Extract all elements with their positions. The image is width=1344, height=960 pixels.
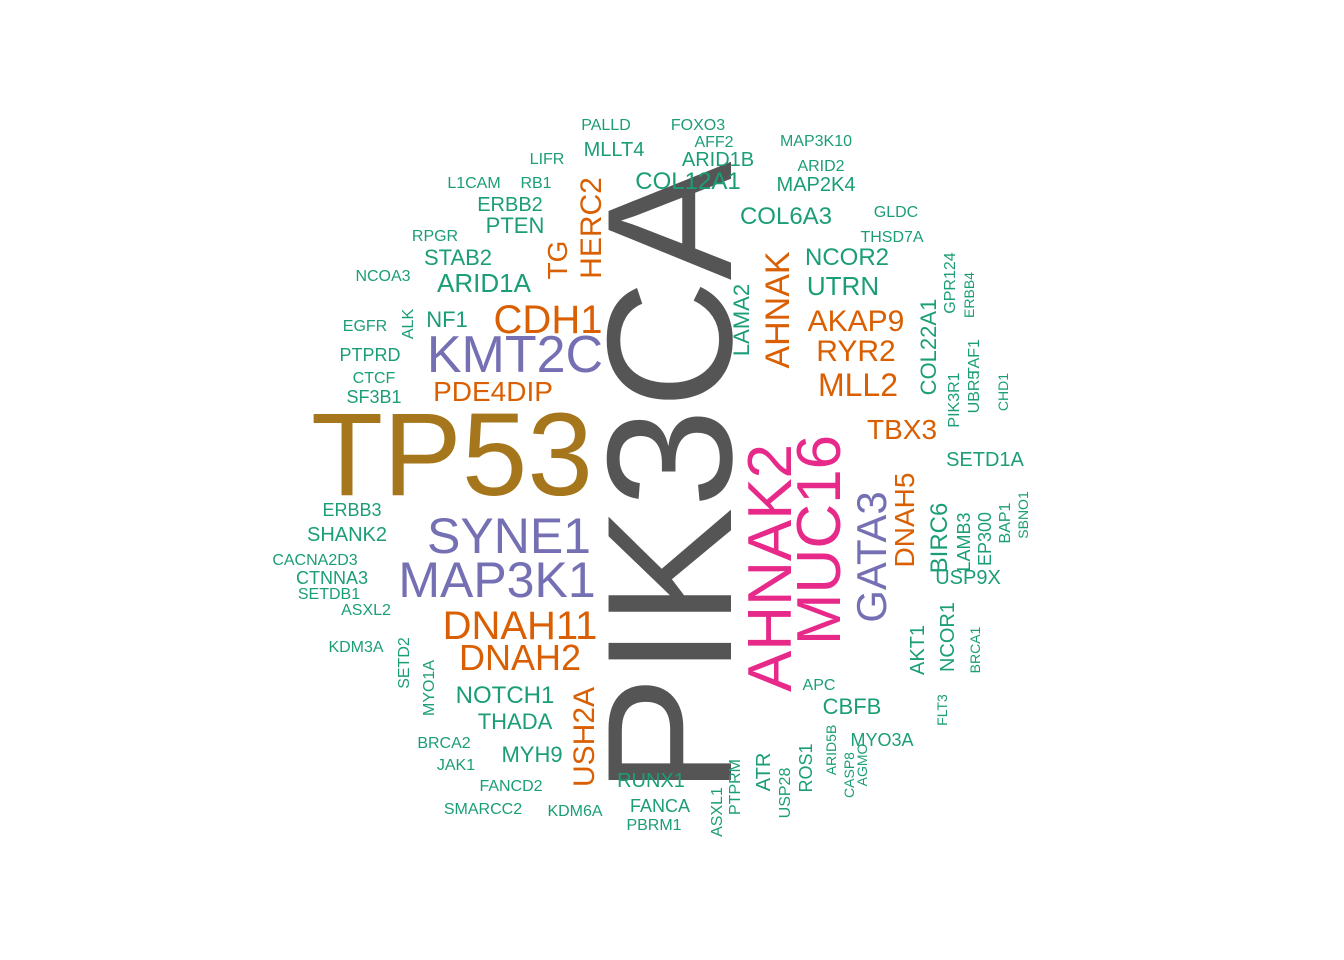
word-ncoa3: NCOA3 xyxy=(355,268,411,285)
word-flt3: FLT3 xyxy=(934,694,950,726)
word-col6a3: COL6A3 xyxy=(739,203,833,230)
word-setdb1: SETDB1 xyxy=(297,586,361,603)
word-taf1: TAF1 xyxy=(966,339,983,377)
word-cdh1: CDH1 xyxy=(493,298,603,342)
word-myo3a: MYO3A xyxy=(850,730,914,750)
word-birc6: BIRC6 xyxy=(926,502,953,574)
word-tg: TG xyxy=(542,240,573,280)
word-fanca: FANCA xyxy=(629,796,691,816)
word-map2k4: MAP2K4 xyxy=(776,174,856,196)
word-alk: ALK xyxy=(400,308,417,340)
word-ep300: EP300 xyxy=(975,511,995,567)
word-ncor1: NCOR1 xyxy=(937,601,959,673)
word-pde4dip: PDE4DIP xyxy=(433,376,553,407)
word-erbb3: ERBB3 xyxy=(322,500,382,520)
word-myh9: MYH9 xyxy=(501,742,563,767)
word-pbrm1: PBRM1 xyxy=(626,817,682,834)
word-muc16: MUC16 xyxy=(785,434,854,646)
word-egfr: EGFR xyxy=(342,318,388,335)
word-dnah5: DNAH5 xyxy=(889,472,920,568)
word-mllt4: MLLT4 xyxy=(583,139,645,161)
word-ahnak: AHNAK xyxy=(759,251,797,369)
word-apc: APC xyxy=(802,677,836,694)
word-erbb4: ERBB4 xyxy=(961,272,977,318)
word-col22a1: COL22A1 xyxy=(916,298,941,396)
word-nf1: NF1 xyxy=(426,307,468,332)
word-setd2: SETD2 xyxy=(396,637,413,689)
word-runx1: RUNX1 xyxy=(617,770,685,792)
word-ncor2: NCOR2 xyxy=(804,244,890,271)
word-syne1: SYNE1 xyxy=(427,508,591,564)
word-stab2: STAB2 xyxy=(423,245,493,270)
word-lamb3: LAMB3 xyxy=(954,512,974,572)
word-pik3r1: PIK3R1 xyxy=(946,372,963,428)
word-thada: THADA xyxy=(477,709,553,734)
word-arid1a: ARID1A xyxy=(437,268,531,298)
word-ptprd: PTPRD xyxy=(339,345,401,365)
word-pten: PTEN xyxy=(485,213,545,238)
word-jak1: JAK1 xyxy=(436,757,476,774)
word-shank2: SHANK2 xyxy=(306,524,388,546)
word-foxo3: FOXO3 xyxy=(670,117,726,134)
word-brca1: BRCA1 xyxy=(967,626,983,674)
word-cbfb: CBFB xyxy=(822,694,882,719)
word-cacna2d3: CACNA2D3 xyxy=(272,552,358,569)
word-utrn: UTRN xyxy=(806,271,880,301)
word-atr: ATR xyxy=(753,752,775,792)
word-usp28: USP28 xyxy=(777,767,794,819)
word-kdm6a: KDM6A xyxy=(547,803,603,820)
word-asxl1: ASXL1 xyxy=(709,787,726,837)
word-kmt2c: KMT2C xyxy=(426,326,604,384)
word-l1cam: L1CAM xyxy=(447,175,501,192)
word-arid2: ARID2 xyxy=(797,158,845,175)
word-usp9x: USP9X xyxy=(935,567,1001,589)
word-map3k1: MAP3K1 xyxy=(398,552,596,608)
word-smarcc2: SMARCC2 xyxy=(443,801,523,818)
word-ush2a: USH2A xyxy=(568,686,601,788)
word-ubr5: UBR5 xyxy=(966,370,983,414)
word-rb1: RB1 xyxy=(520,175,552,192)
word-mll2: MLL2 xyxy=(817,367,899,403)
word-ros1: ROS1 xyxy=(796,743,816,793)
word-gldc: GLDC xyxy=(873,204,919,221)
word-bap1: BAP1 xyxy=(997,502,1014,544)
word-chd1: CHD1 xyxy=(995,372,1011,412)
word-dnah2: DNAH2 xyxy=(458,637,582,678)
word-lama2: LAMA2 xyxy=(729,283,754,357)
word-brca2: BRCA2 xyxy=(417,735,471,752)
word-setd1a: SETD1A xyxy=(946,449,1024,471)
word-fancd2: FANCD2 xyxy=(479,778,543,795)
word-herc2: HERC2 xyxy=(575,177,608,279)
word-dnah11: DNAH11 xyxy=(442,604,598,648)
word-gata3: GATA3 xyxy=(848,491,895,623)
word-rpgr: RPGR xyxy=(411,228,459,245)
word-tbx3: TBX3 xyxy=(866,414,938,445)
word-map3k10: MAP3K10 xyxy=(779,133,853,150)
word-asxl2: ASXL2 xyxy=(341,602,391,619)
word-notch1: NOTCH1 xyxy=(455,682,555,709)
word-myo1a: MYO1A xyxy=(421,659,438,717)
word-ctcf: CTCF xyxy=(352,370,396,387)
word-aff2: AFF2 xyxy=(694,134,734,151)
word-ctnna3: CTNNA3 xyxy=(295,568,369,588)
word-gpr124: GPR124 xyxy=(942,252,959,314)
word-arid1b: ARID1B xyxy=(681,149,755,171)
word-erbb2: ERBB2 xyxy=(477,194,543,216)
word-sf3b1: SF3B1 xyxy=(346,387,402,407)
word-akap9: AKAP9 xyxy=(807,305,905,338)
word-sbno1: SBNO1 xyxy=(1015,491,1031,539)
word-thsd7a: THSD7A xyxy=(860,229,924,246)
word-akt1: AKT1 xyxy=(907,624,929,676)
word-agmo: AGMO xyxy=(854,743,870,787)
word-arid5b: ARID5B xyxy=(823,724,839,776)
word-tp53: TP53 xyxy=(310,389,594,521)
word-col12a1: COL12A1 xyxy=(635,168,741,195)
word-kdm3a: KDM3A xyxy=(328,639,384,656)
word-lifr: LIFR xyxy=(529,151,565,168)
word-ptprm: PTPRM xyxy=(727,759,744,815)
word-palld: PALLD xyxy=(581,117,631,134)
word-ryr2: RYR2 xyxy=(816,335,896,368)
